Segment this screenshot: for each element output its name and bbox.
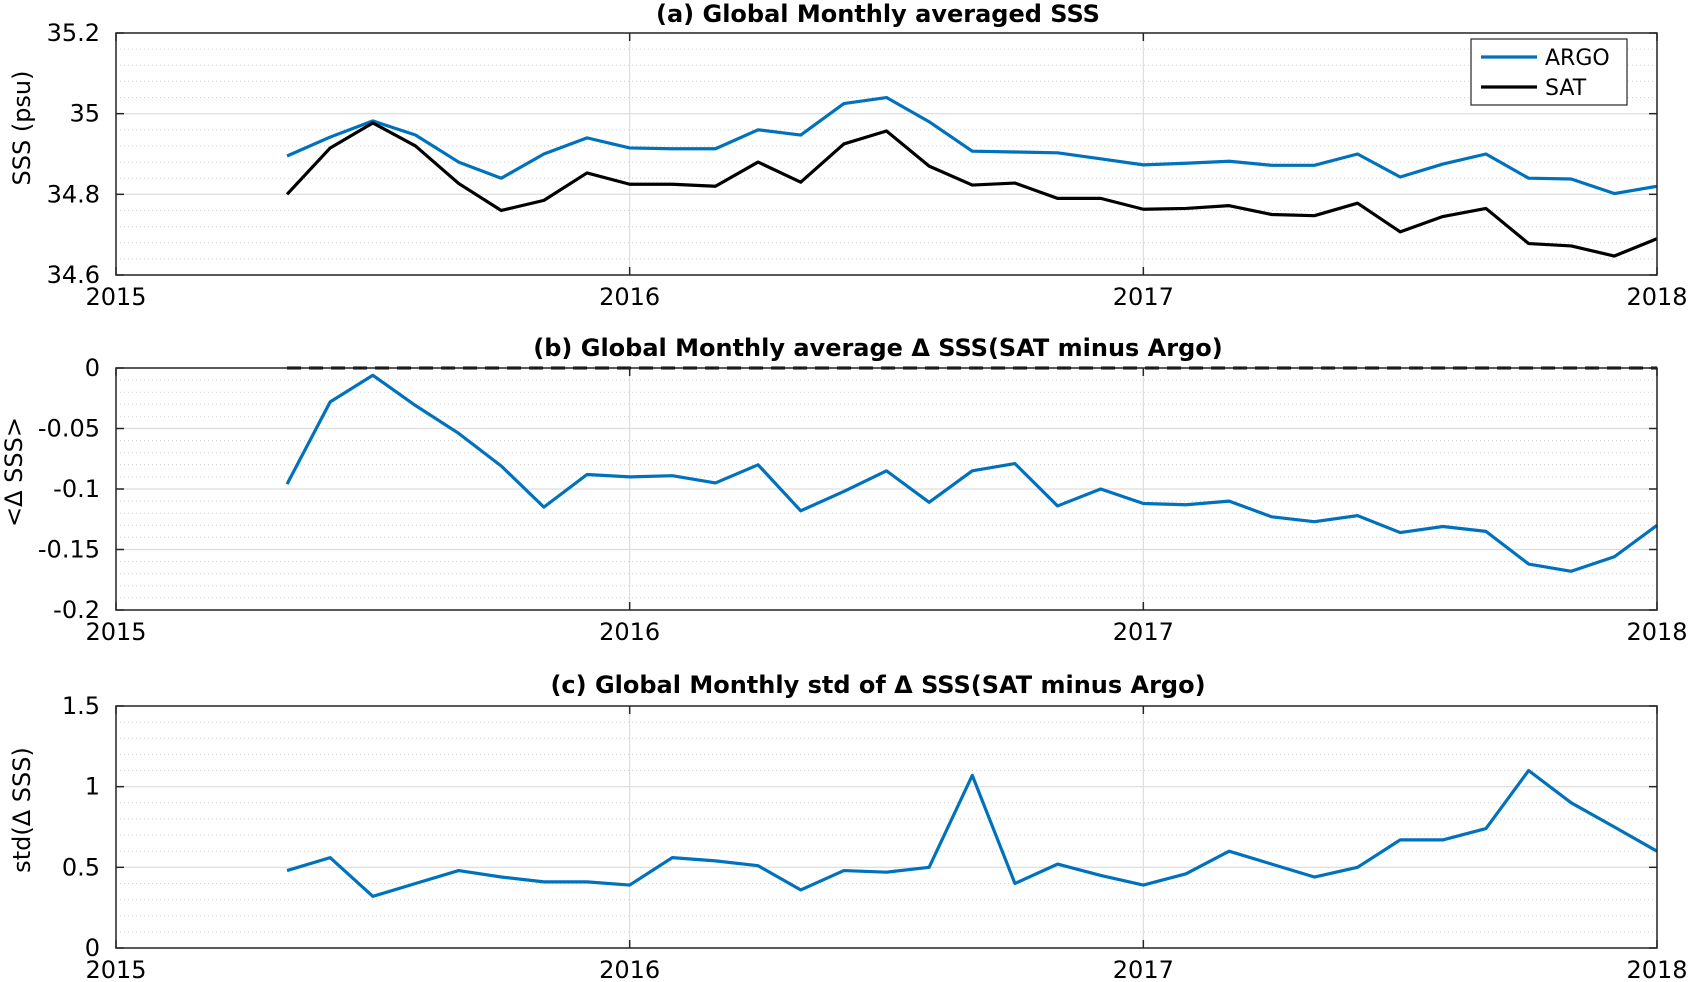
legend-label-argo: ARGO xyxy=(1545,46,1610,71)
legend-label-sat: SAT xyxy=(1545,76,1587,101)
y-tick-label: 34.6 xyxy=(47,261,100,289)
x-tick-label: 2018 xyxy=(1626,956,1687,982)
panel-b: (b) Global Monthly average Δ SSS(SAT min… xyxy=(0,334,1688,646)
series-line-series-1 xyxy=(286,768,1658,898)
legend: ARGO SAT xyxy=(1470,38,1628,106)
panel-c: (c) Global Monthly std of Δ SSS(SAT minu… xyxy=(8,671,1688,982)
panel-b-plot-area xyxy=(115,366,1658,611)
x-tick-label: 2017 xyxy=(1113,618,1174,646)
x-tick-label: 2017 xyxy=(1113,956,1174,982)
panel-c-title: (c) Global Monthly std of Δ SSS(SAT minu… xyxy=(550,671,1205,699)
panel-a-title: (a) Global Monthly averaged SSS xyxy=(656,0,1100,28)
panel-a-plot-area xyxy=(115,32,1658,276)
x-tick-label: 2016 xyxy=(599,956,660,982)
x-tick-label: 2016 xyxy=(599,283,660,311)
panel-a-ylabel: SSS (psu) xyxy=(8,70,36,185)
y-tick-label: -0.2 xyxy=(53,596,100,624)
y-tick-label: -0.05 xyxy=(38,415,100,443)
y-tick-label: 34.8 xyxy=(47,180,100,208)
series-line-series-1 xyxy=(285,373,1658,573)
panel-b-ticks: -0.2 -0.15 -0.1 -0.05 0 2015 2016 2017 2018 xyxy=(38,354,1688,646)
series-line-argo xyxy=(286,95,1658,196)
plot-background xyxy=(116,33,1657,275)
axes-frame xyxy=(115,32,1658,276)
panel-c-plot-area xyxy=(115,705,1658,949)
x-tick-label: 2015 xyxy=(85,283,146,311)
series-line-sat xyxy=(285,121,1658,258)
y-tick-label: 35.2 xyxy=(47,19,100,47)
y-tick-label: 0 xyxy=(85,934,100,962)
plot-background xyxy=(116,706,1657,948)
y-tick-label: 1 xyxy=(85,773,100,801)
y-tick-label: 0 xyxy=(85,354,100,382)
panel-c-ylabel: std(Δ SSS) xyxy=(8,747,36,873)
x-tick-label: 2016 xyxy=(599,618,660,646)
x-tick-label: 2018 xyxy=(1626,618,1687,646)
panel-b-title: (b) Global Monthly average Δ SSS(SAT min… xyxy=(533,334,1222,362)
y-tick-label: 35 xyxy=(69,100,100,128)
x-tick-label: 2015 xyxy=(85,618,146,646)
panel-a: (a) Global Monthly averaged SSS SSS (psu… xyxy=(8,0,1688,311)
panel-b-ylabel: <Δ SSS> xyxy=(0,417,28,527)
y-tick-label: 0.5 xyxy=(62,853,100,881)
y-tick-label: 1.5 xyxy=(62,692,100,720)
x-tick-label: 2015 xyxy=(85,956,146,982)
panel-c-ticks: 0 0.5 1 1.5 2015 2016 2017 2018 xyxy=(62,692,1688,982)
x-tick-label: 2017 xyxy=(1113,283,1174,311)
axes-frame xyxy=(115,705,1658,949)
x-tick-label: 2018 xyxy=(1626,283,1687,311)
y-tick-label: -0.1 xyxy=(53,475,100,503)
legend-box xyxy=(1470,38,1628,106)
y-tick-label: -0.15 xyxy=(38,536,100,564)
panel-a-ticks: 34.6 34.8 35 35.2 2015 2016 2017 2018 xyxy=(47,19,1688,311)
